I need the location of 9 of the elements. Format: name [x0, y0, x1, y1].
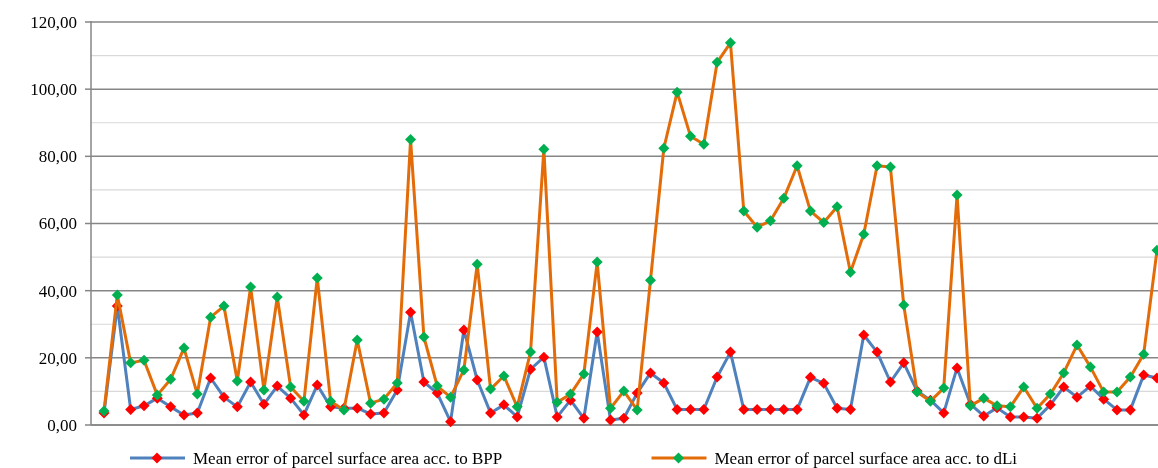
y-tick-label: 0,00: [47, 415, 77, 435]
y-tick-label: 100,00: [30, 80, 77, 100]
legend-label: Mean error of parcel surface area acc. to dLi: [714, 448, 1018, 468]
legend-label: Mean error of parcel surface area acc. to BPP: [193, 448, 503, 468]
y-tick-label: 40,00: [38, 281, 77, 301]
y-tick-label: 20,00: [38, 348, 77, 368]
y-tick-label: 80,00: [38, 147, 77, 167]
y-tick-label: 60,00: [38, 214, 77, 234]
y-tick-label: 120,00: [30, 12, 77, 32]
